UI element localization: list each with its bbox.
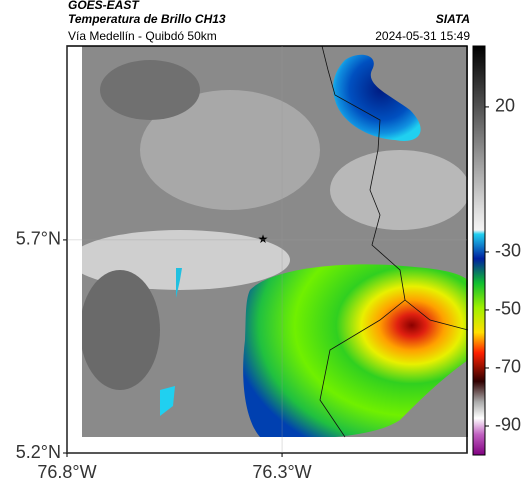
- y-tick-label: 5.7°N: [16, 229, 61, 249]
- colorbar-tick-label: -30: [495, 241, 521, 261]
- location-marker: ★: [258, 232, 269, 246]
- colorbar-tick-label: -90: [495, 415, 521, 435]
- timestamp: 2024-05-31 15:49: [375, 29, 470, 43]
- x-tick-label: 76.8°W: [37, 462, 96, 482]
- colorbar-tick-label: -70: [495, 357, 521, 377]
- caption: Vía Medellín - Quibdó 50km: [68, 29, 217, 43]
- source: SIATA: [436, 12, 470, 26]
- y-tick-label: 5.2°N: [16, 442, 61, 462]
- boundary-line: [404, 299, 469, 331]
- colorbar: [472, 45, 486, 456]
- boundary-line: [319, 45, 406, 438]
- colorbar-tick-label: 20: [495, 96, 515, 116]
- colorbar-tick-label: -50: [495, 299, 521, 319]
- x-tick-label: 76.3°W: [252, 462, 311, 482]
- subtitle: Temperatura de Brillo CH13: [68, 12, 226, 26]
- title: GOES-EAST: [68, 0, 140, 12]
- satellite-image: [82, 46, 468, 437]
